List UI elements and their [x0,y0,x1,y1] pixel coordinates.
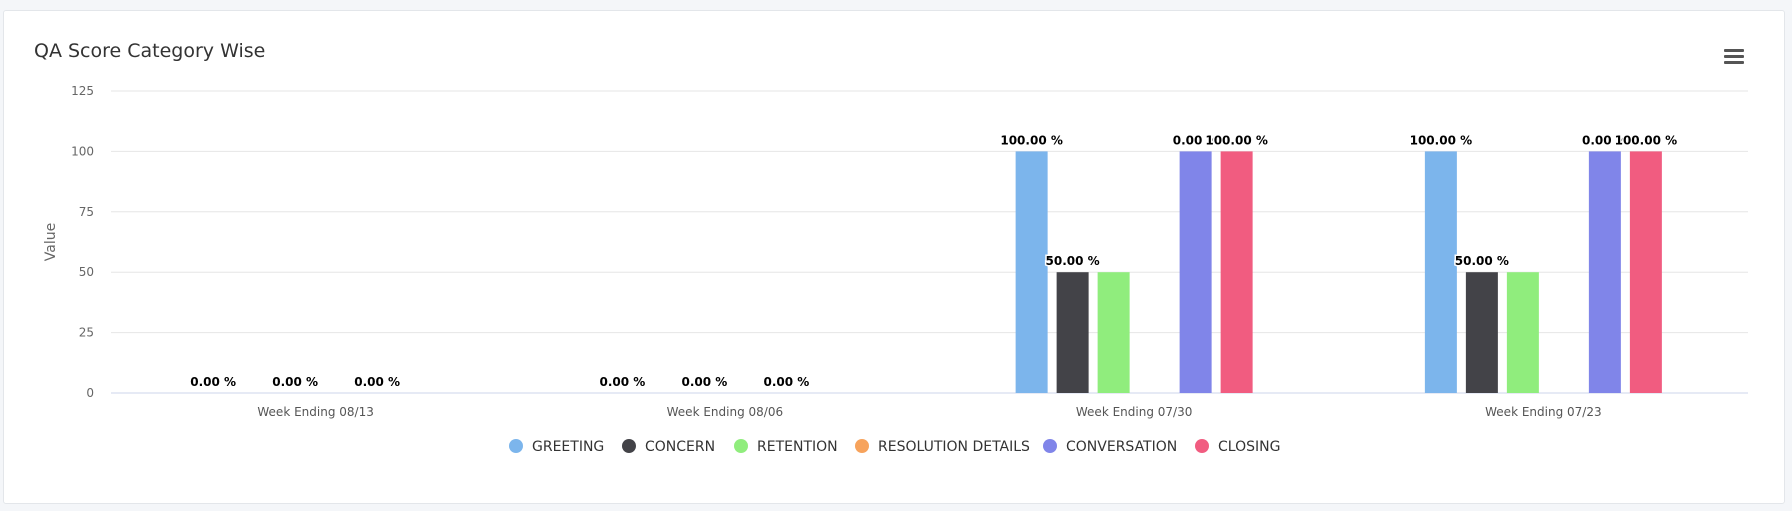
bar[interactable] [1424,151,1457,393]
x-tick-label: Week Ending 07/30 [1076,405,1192,419]
data-label: 0.00 % [272,375,318,389]
legend-item[interactable]: RETENTION [734,439,838,455]
data-label: 0.00 % [681,375,727,389]
legend-label: CONCERN [645,439,715,455]
data-label: 0.00 % [763,375,809,389]
legend-item[interactable]: CLOSING [1195,439,1280,455]
y-tick-label: 0 [86,386,94,400]
data-label: 100.00 % [1205,133,1268,147]
y-tick-label: 75 [79,205,94,219]
legend-label: GREETING [532,439,604,455]
y-tick-label: 25 [79,326,94,340]
bar[interactable] [1015,151,1048,393]
legend-symbol [1195,439,1209,453]
data-label: 100.00 % [1615,133,1678,147]
bar[interactable] [1629,151,1662,393]
hamburger-menu-icon[interactable] [1722,47,1746,67]
bar[interactable] [1465,272,1498,393]
bar[interactable] [1097,272,1130,393]
data-label: 0.00 % [1173,133,1219,147]
data-label: 0.00 % [1582,133,1628,147]
x-tick-label: Week Ending 08/13 [257,405,373,419]
legend-symbol [855,439,869,453]
x-tick-label: Week Ending 07/23 [1485,405,1601,419]
legend-item[interactable]: CONCERN [622,439,715,455]
legend-symbol [509,439,523,453]
legend-symbol [622,439,636,453]
y-axis-label: Value [43,223,59,261]
legend-label: RETENTION [757,439,838,455]
data-label: 0.00 % [599,375,645,389]
data-label: 100.00 % [1000,133,1063,147]
data-label: 50.00 % [1455,254,1509,268]
legend-item[interactable]: GREETING [509,439,604,455]
data-label: 50.00 % [1046,254,1100,268]
legend-label: CLOSING [1218,439,1280,455]
data-label: 100.00 % [1410,133,1473,147]
bar[interactable] [1588,151,1621,393]
y-tick-label: 125 [71,84,94,98]
chart-title: QA Score Category Wise [34,40,266,62]
legend-label: RESOLUTION DETAILS [878,439,1030,455]
bar[interactable] [1220,151,1253,393]
y-tick-label: 50 [79,265,94,279]
x-tick-label: Week Ending 08/06 [667,405,783,419]
legend-symbol [734,439,748,453]
bar[interactable] [1506,272,1539,393]
chart-card [3,10,1785,504]
data-label: 0.00 % [190,375,236,389]
bar[interactable] [1056,272,1089,393]
data-label: 0.00 % [354,375,400,389]
legend-item[interactable]: CONVERSATION [1043,439,1177,455]
legend-item[interactable]: RESOLUTION DETAILS [855,439,1030,455]
legend-symbol [1043,439,1057,453]
y-tick-label: 100 [71,144,94,158]
bar[interactable] [1179,151,1212,393]
legend-label: CONVERSATION [1066,439,1177,455]
